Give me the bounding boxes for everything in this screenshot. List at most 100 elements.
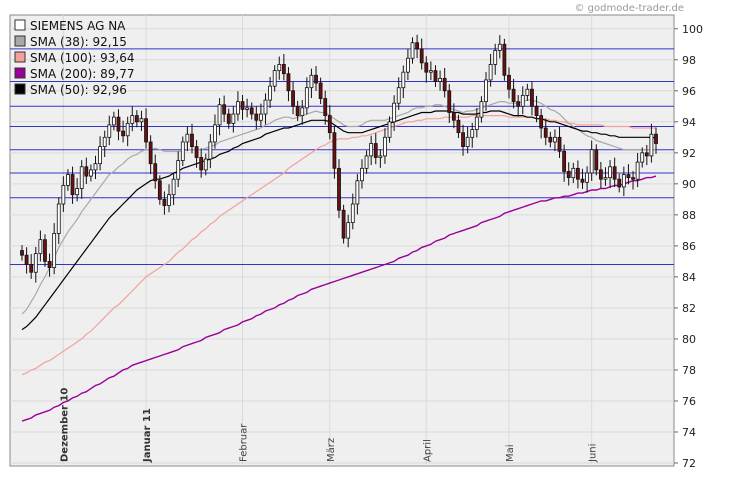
candle-body [493,50,498,65]
candle-body [617,178,622,188]
candle-body [557,136,562,152]
y-tick-label: 98 [682,54,696,67]
candle-body [125,122,130,137]
candle-body [539,115,544,129]
candle-body [603,177,608,180]
legend-swatch [14,83,26,95]
candle-body [304,87,309,109]
candle-body [612,166,617,180]
candle-body [144,118,148,143]
candle-body [93,163,98,171]
candle-body [373,143,378,158]
candle-body [139,118,144,123]
candle-body [121,130,125,137]
candle-body [635,161,640,180]
candle-body [38,239,43,255]
y-tick-label: 76 [682,395,696,408]
y-tick-label: 82 [682,302,696,315]
candle-body [185,133,190,143]
candle-body [258,113,263,121]
y-tick-label: 78 [682,364,696,377]
candle-body [410,42,415,59]
candle-body [89,169,93,177]
candle-body [360,167,364,182]
y-tick-label: 96 [682,85,696,98]
candle-body [323,98,328,117]
candle-body [456,119,461,134]
sma-200-line [21,175,657,422]
candle-body [511,88,516,103]
candle-body [102,136,107,148]
candle-body [272,70,277,87]
candle-body [401,71,406,89]
candle-body [327,115,332,134]
candle-body [580,178,585,183]
legend-label: SIEMENS AG NA [30,19,126,33]
candle-body [111,116,116,126]
candle-body [516,101,521,107]
candle-body [626,174,631,179]
candle-body [190,133,194,148]
candle-body [277,64,282,72]
candle-body [465,136,470,148]
candle-body [484,79,488,103]
candle-body [29,264,34,273]
candle-body [594,149,599,171]
candle-body [157,180,162,200]
candle-body [447,90,452,113]
watermark: © godmode-trader.de [575,3,685,14]
candle-body [479,101,484,118]
candle-body [406,57,410,73]
legend-label: SMA (200): 89,77 [30,67,134,81]
candle-body [350,203,355,224]
candle-body [548,136,553,143]
candle-body [396,87,401,104]
legend-swatch [14,35,26,47]
y-tick-label: 74 [682,426,696,439]
candle-body [428,70,433,73]
candle-body [153,163,158,182]
candle-body [176,160,181,180]
candle-body [98,146,103,165]
candle-body [291,90,295,107]
candle-body [433,70,438,82]
candle-body [507,74,511,90]
x-axis-label: April [422,439,433,462]
candle-body [451,112,456,121]
candle-body [474,116,479,130]
candlesticks [20,34,658,283]
sma-50-line [21,110,657,331]
candle-body [364,155,369,169]
y-tick-label: 94 [682,116,696,129]
candle-body [318,82,323,99]
legend-swatch [14,19,26,31]
candle-body [589,149,594,174]
candle-body [387,121,392,138]
candle-body [180,141,185,161]
candle-body [148,141,153,165]
candle-body [171,178,176,196]
y-tick-label: 90 [682,178,696,191]
x-axis-label: Mai [505,444,516,462]
candle-body [84,166,89,177]
candle-body [194,146,199,158]
moving-averages [21,99,657,422]
candle-body [346,222,351,239]
candle-body [621,174,626,188]
candle-body [649,133,654,157]
candle-body [61,184,66,205]
candle-body [263,99,268,115]
candle-body [66,174,70,186]
candle-body [203,158,208,171]
candle-body [644,152,649,157]
y-tick-label: 100 [682,23,703,36]
y-tick-label: 88 [682,209,696,222]
candle-body [70,174,75,196]
candle-body [530,88,534,107]
candle-body [378,155,383,158]
y-tick-label: 92 [682,147,696,160]
x-axis-labels: Dezember 10 Januar 11 Februar März April Mai J… [59,388,598,463]
legend-label: SMA (38): 92,15 [30,35,127,49]
candle-body [520,95,525,107]
